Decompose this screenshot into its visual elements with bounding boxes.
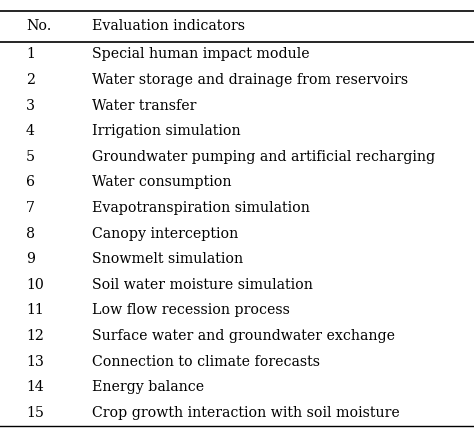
Text: 3: 3	[26, 98, 35, 112]
Text: 8: 8	[26, 226, 35, 241]
Text: Connection to climate forecasts: Connection to climate forecasts	[92, 355, 320, 368]
Text: Water storage and drainage from reservoirs: Water storage and drainage from reservoi…	[92, 73, 409, 87]
Text: 6: 6	[26, 175, 35, 189]
Text: No.: No.	[26, 19, 52, 33]
Text: Evaluation indicators: Evaluation indicators	[92, 19, 246, 33]
Text: 12: 12	[26, 329, 44, 343]
Text: Crop growth interaction with soil moisture: Crop growth interaction with soil moistu…	[92, 406, 400, 420]
Text: 4: 4	[26, 124, 35, 138]
Text: 13: 13	[26, 355, 44, 368]
Text: 1: 1	[26, 48, 35, 61]
Text: 5: 5	[26, 150, 35, 164]
Text: Canopy interception: Canopy interception	[92, 226, 239, 241]
Text: Water consumption: Water consumption	[92, 175, 232, 189]
Text: Snowmelt simulation: Snowmelt simulation	[92, 252, 244, 266]
Text: Low flow recession process: Low flow recession process	[92, 303, 290, 318]
Text: 11: 11	[26, 303, 44, 318]
Text: Irrigation simulation: Irrigation simulation	[92, 124, 241, 138]
Text: Energy balance: Energy balance	[92, 380, 205, 394]
Text: 14: 14	[26, 380, 44, 394]
Text: 10: 10	[26, 278, 44, 292]
Text: Special human impact module: Special human impact module	[92, 48, 310, 61]
Text: 9: 9	[26, 252, 35, 266]
Text: Surface water and groundwater exchange: Surface water and groundwater exchange	[92, 329, 395, 343]
Text: 2: 2	[26, 73, 35, 87]
Text: Groundwater pumping and artificial recharging: Groundwater pumping and artificial recha…	[92, 150, 436, 164]
Text: 15: 15	[26, 406, 44, 420]
Text: 7: 7	[26, 201, 35, 215]
Text: Soil water moisture simulation: Soil water moisture simulation	[92, 278, 313, 292]
Text: Water transfer: Water transfer	[92, 98, 197, 112]
Text: Evapotranspiration simulation: Evapotranspiration simulation	[92, 201, 310, 215]
